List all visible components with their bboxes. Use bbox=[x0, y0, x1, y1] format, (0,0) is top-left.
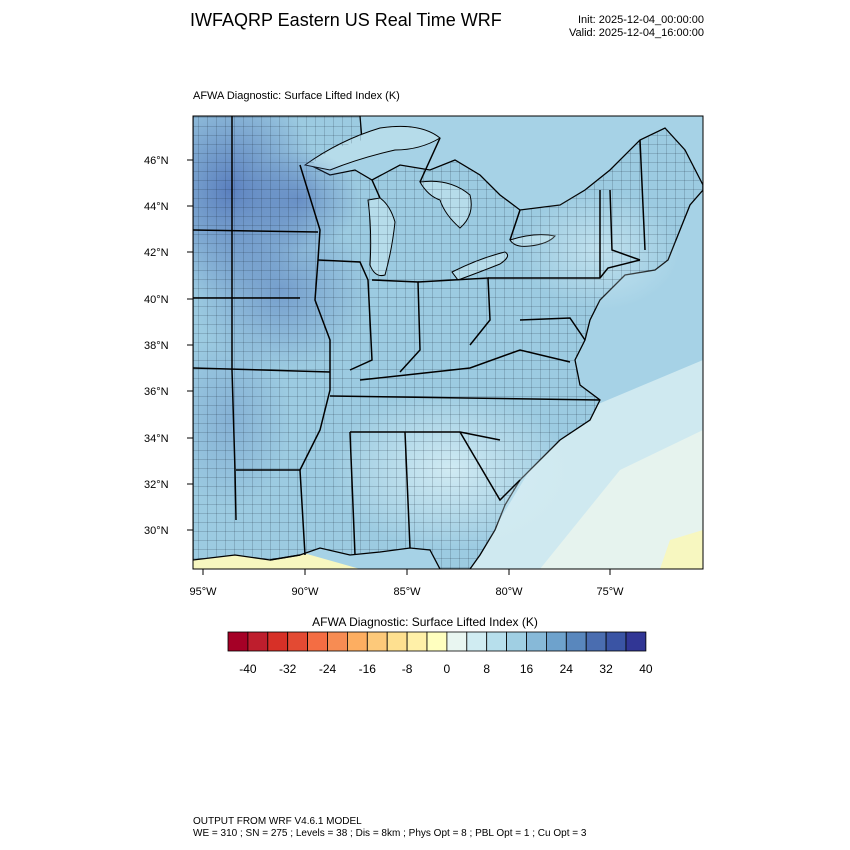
colorbar-swatch bbox=[267, 631, 289, 652]
init-time: Init: 2025-12-04_00:00:00 bbox=[578, 14, 704, 26]
colorbar-swatch bbox=[625, 631, 647, 652]
colorbar-swatch bbox=[227, 631, 249, 652]
lon-label: 90°W bbox=[291, 586, 319, 598]
colorbar-swatch bbox=[546, 631, 567, 652]
colorbar-swatch bbox=[287, 631, 309, 652]
lat-label: 36°N bbox=[144, 386, 169, 398]
lat-label: 42°N bbox=[144, 247, 169, 259]
colorbar-tick-label: 16 bbox=[520, 662, 534, 676]
colorbar-swatch bbox=[247, 631, 269, 652]
state-borders bbox=[193, 116, 646, 561]
lat-label: 46°N bbox=[144, 155, 169, 167]
colorbar-tick-label: -40 bbox=[239, 662, 257, 676]
colorbar-tick-label: -24 bbox=[319, 662, 337, 676]
lon-label: 85°W bbox=[393, 586, 421, 598]
colorbar-tick-label: -16 bbox=[359, 662, 377, 676]
colorbar-swatch bbox=[466, 631, 488, 652]
lat-labels: 46°N 44°N 42°N 40°N 38°N 36°N 34°N 32°N … bbox=[144, 155, 169, 537]
lat-label: 34°N bbox=[144, 433, 169, 445]
colorbar-tick-label: -8 bbox=[402, 662, 413, 676]
colorbar-swatch bbox=[605, 631, 627, 652]
colorbar-swatch bbox=[426, 631, 448, 652]
colorbar-swatch bbox=[366, 631, 388, 652]
colorbar-title: AFWA Diagnostic: Surface Lifted Index (K… bbox=[312, 615, 538, 629]
run-time-info: Init: 2025-12-04_00:00:00 Valid: 2025-12… bbox=[480, 14, 704, 40]
colorbar-swatch bbox=[406, 631, 428, 652]
colorbar-swatch bbox=[585, 631, 607, 652]
valid-time: Valid: 2025-12-04_16:00:00 bbox=[569, 27, 704, 39]
lat-label: 30°N bbox=[144, 525, 169, 537]
colorbar-tick-label: 40 bbox=[639, 662, 653, 676]
atlantic-yellow-field bbox=[660, 530, 703, 569]
colorbar-tick-label: 24 bbox=[560, 662, 574, 676]
lat-label: 44°N bbox=[144, 201, 169, 213]
colorbar-swatch bbox=[307, 631, 328, 652]
lon-label: 95°W bbox=[189, 586, 217, 598]
colorbar-tick-label: 32 bbox=[599, 662, 613, 676]
plot-subtitle: AFWA Diagnostic: Surface Lifted Index (K… bbox=[193, 90, 400, 102]
lat-label: 38°N bbox=[144, 340, 169, 352]
colorbar-swatch bbox=[486, 631, 508, 652]
lat-ticks bbox=[187, 159, 193, 531]
colorbar-swatch bbox=[446, 631, 468, 652]
model-info-line1: OUTPUT FROM WRF V4.6.1 MODEL bbox=[193, 816, 362, 827]
colorbar-swatch bbox=[506, 631, 527, 652]
far-offshore-field bbox=[540, 430, 703, 569]
lon-label: 80°W bbox=[495, 586, 523, 598]
colorbar-tick-label: -32 bbox=[279, 662, 297, 676]
colorbar-tick-labels: -40 -32 -24 -16 -8 0 8 16 24 32 40 bbox=[239, 662, 653, 676]
colorbar-swatch bbox=[565, 631, 587, 652]
map-area bbox=[193, 116, 703, 569]
colorbar-swatch bbox=[346, 631, 368, 652]
lat-label: 40°N bbox=[144, 294, 169, 306]
lon-labels: 95°W 90°W 85°W 80°W 75°W bbox=[189, 586, 624, 598]
lat-label: 32°N bbox=[144, 479, 169, 491]
colorbar-swatch bbox=[327, 631, 348, 652]
colorbar-tick-label: 8 bbox=[483, 662, 490, 676]
main-title: IWFAQRP Eastern US Real Time WRF bbox=[190, 10, 502, 30]
colorbar bbox=[227, 631, 647, 652]
model-info-line2: WE = 310 ; SN = 275 ; Levels = 38 ; Dis … bbox=[193, 828, 587, 839]
colorbar-swatch bbox=[386, 631, 408, 652]
lon-label: 75°W bbox=[596, 586, 624, 598]
colorbar-tick-label: 0 bbox=[444, 662, 451, 676]
lon-ticks bbox=[202, 569, 611, 575]
map-frame bbox=[192, 115, 704, 570]
colorbar-swatch bbox=[526, 631, 547, 652]
